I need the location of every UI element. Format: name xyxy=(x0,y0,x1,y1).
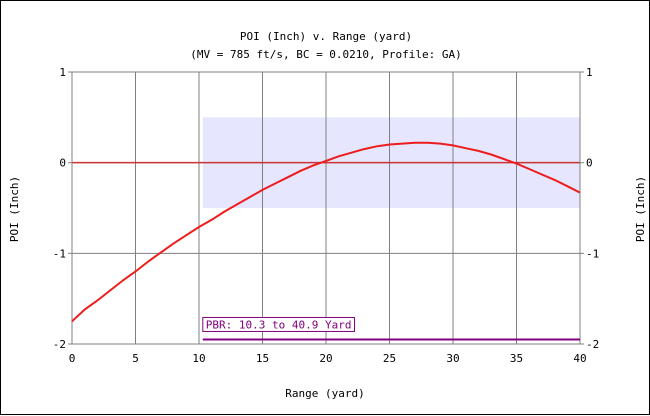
x-tick-label: 20 xyxy=(319,352,332,365)
y-tick-label-right: -1 xyxy=(586,247,599,260)
x-tick-label: 30 xyxy=(446,352,459,365)
pbr-label: PBR: 10.3 to 40.9 Yard xyxy=(206,318,352,331)
x-tick-labels: 0 5 10 15 20 25 30 35 40 xyxy=(69,352,587,365)
x-axis-label: Range (yard) xyxy=(285,387,364,400)
plot-border xyxy=(71,71,581,345)
y-axis-label-left: POI (Inch) xyxy=(8,176,21,242)
y-axis-label-right: POI (Inch) xyxy=(634,176,647,242)
y-tick-label-right: 0 xyxy=(586,157,593,170)
chart-subtitle: (MV = 785 ft/s, BC = 0.0210, Profile: GA… xyxy=(190,48,462,61)
pbr-label-box xyxy=(202,316,356,332)
chart-title: POI (Inch) v. Range (yard) xyxy=(240,30,412,43)
y-tick-labels-left: -2 -1 0 1 xyxy=(53,66,66,351)
x-tick-label: 5 xyxy=(132,352,139,365)
x-tick-label: 35 xyxy=(510,352,523,365)
x-tick-label: 10 xyxy=(192,352,205,365)
y-tick-label-left: 0 xyxy=(59,157,66,170)
y-tick-label-left: -2 xyxy=(53,338,66,351)
y-tick-labels-right: -2 -1 0 1 xyxy=(586,66,599,351)
x-tick-label: 25 xyxy=(383,352,396,365)
y-tick-label-right: -2 xyxy=(586,338,599,351)
y-tick-label-right: 1 xyxy=(586,66,593,79)
y-tick-label-left: 1 xyxy=(59,66,66,79)
x-tick-label: 40 xyxy=(573,352,586,365)
poi-series-line xyxy=(71,141,581,323)
x-tick-label: 0 xyxy=(69,352,76,365)
y-tick-label-left: -1 xyxy=(53,247,66,260)
x-tick-label: 15 xyxy=(256,352,269,365)
